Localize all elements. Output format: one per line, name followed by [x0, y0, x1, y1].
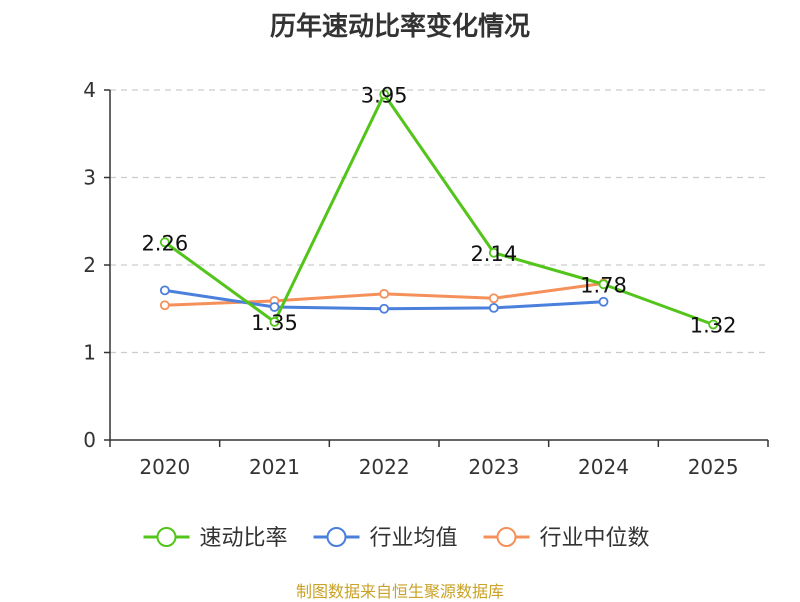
- series-0-point-2022: [379, 89, 390, 100]
- y-tick-label: 3: [83, 166, 96, 190]
- series-0-point-2020: [159, 237, 170, 248]
- data-source-note: 制图数据来自恒生聚源数据库: [295, 582, 504, 601]
- legend-marker-0: [156, 527, 177, 547]
- series-line-0: [163, 92, 714, 326]
- series-0-point-2021: [269, 316, 280, 327]
- x-tick-label-2024: 2024: [578, 455, 629, 479]
- series-2-point-2023: [488, 293, 499, 304]
- legend-label-2: 行业中位数: [540, 526, 650, 551]
- series-0-point-2024: [598, 279, 609, 290]
- series-0-point-2025: [708, 319, 719, 330]
- series-2-point-2020: [159, 300, 170, 311]
- data-label-2023: 2.14: [470, 242, 517, 266]
- series-0-point-2023: [488, 247, 499, 258]
- y-tick-label: 2: [83, 253, 96, 277]
- y-tick-label: 0: [83, 428, 96, 452]
- data-label-2025: 1.32: [690, 314, 737, 338]
- series-1-point-2023: [488, 302, 499, 313]
- x-tick-label-2025: 2025: [688, 455, 739, 479]
- y-tick-label: 1: [83, 341, 96, 365]
- data-label-2020: 2.26: [141, 231, 188, 255]
- series-2-point-2022: [379, 288, 390, 299]
- series-1-point-2021: [269, 302, 280, 312]
- x-tick-label-2023: 2023: [468, 455, 519, 479]
- series-1-point-2022: [379, 303, 390, 314]
- chart-title: 历年速动比率变化情况: [269, 12, 530, 42]
- legend-marker-2: [496, 527, 517, 547]
- data-label-2021: 1.35: [251, 311, 298, 335]
- legend-label-1: 行业均值: [370, 526, 458, 551]
- data-label-2022: 3.95: [361, 83, 408, 107]
- data-label-2024: 1.78: [580, 273, 627, 297]
- y-tick-label: 4: [83, 78, 96, 102]
- series-1-point-2020: [159, 285, 170, 296]
- legend-label-0: 速动比率: [200, 526, 288, 551]
- x-tick-label-2022: 2022: [359, 455, 410, 479]
- legend-marker-1: [326, 527, 347, 547]
- x-tick-label-2020: 2020: [139, 455, 190, 479]
- series-1-point-2024: [598, 296, 609, 307]
- x-tick-label-2021: 2021: [249, 455, 300, 479]
